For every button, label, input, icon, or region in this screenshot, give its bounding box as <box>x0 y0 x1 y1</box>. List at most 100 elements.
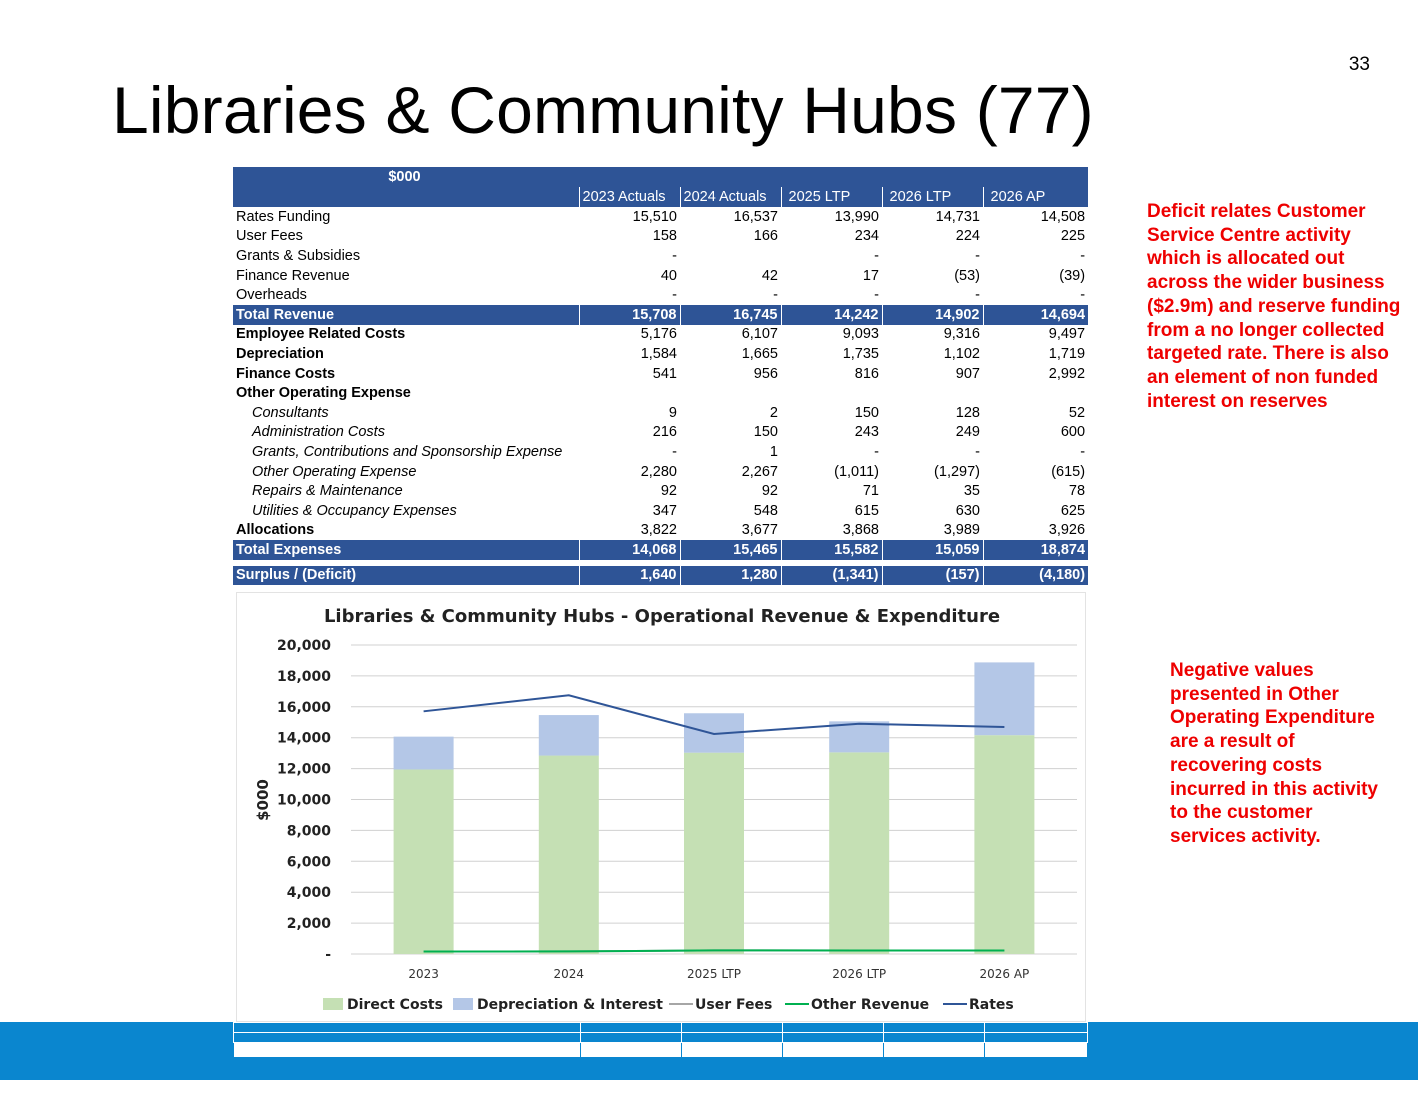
row-value: - <box>874 443 879 460</box>
depreciation-interest-bar <box>393 736 454 770</box>
row-value <box>680 246 781 266</box>
deficit-note: Deficit relates Customer Service Centre … <box>1147 201 1401 412</box>
table-grid-remnant <box>233 1022 1088 1058</box>
y-tick-label: 6,000 <box>287 854 332 870</box>
row-label: Total Expenses <box>233 540 579 560</box>
table-row: Other Operating Expense 2,280 2,267 (1,011)… <box>233 462 1088 482</box>
row-value: 14,242 <box>780 304 882 325</box>
row-value: (157) <box>881 565 983 586</box>
financial-table: $000 2023 Actuals 2024 Actuals 2025 LTP … <box>233 167 1089 586</box>
row-value: 15,510 <box>632 208 677 225</box>
column-header: 2025 LTP <box>780 187 882 207</box>
table-row: Total Expenses 14,068 15,465 15,582 15,059 18… <box>233 540 1089 560</box>
row-label: Consultants <box>252 404 329 421</box>
y-tick-label: 20,000 <box>277 638 331 654</box>
row-value: 600 <box>1060 424 1086 441</box>
table-row: Other Operating Expense <box>233 383 1088 403</box>
table-row: Grants, Contributions and Sponsorship Ex… <box>233 442 1088 462</box>
other-revenue-line <box>423 949 1005 953</box>
row-value: (1,341) <box>780 565 882 586</box>
row-label: Grants & Subsidies <box>236 247 361 264</box>
row-value: 1,640 <box>578 565 680 586</box>
table-row: Finance Revenue 40 42 17 (53) (39) <box>233 266 1088 286</box>
row-value: - <box>773 287 778 304</box>
y-axis-label: $000 <box>254 779 272 821</box>
row-value: 14,731 <box>935 208 980 225</box>
rates-line <box>423 694 1005 735</box>
slide-title: Libraries & Community Hubs (77) <box>112 73 1094 147</box>
row-value: 14,508 <box>1040 208 1086 225</box>
row-value: 6,107 <box>741 326 778 343</box>
row-value: 3,822 <box>640 522 677 539</box>
row-value: 52 <box>1068 404 1086 421</box>
row-value: - <box>975 287 980 304</box>
y-tick-label: - <box>325 947 331 963</box>
legend-label: Direct Costs <box>347 997 443 1013</box>
column-header: 2023 Actuals <box>578 187 680 207</box>
table-row: Overheads - - - - - <box>233 285 1088 305</box>
row-value: 15,465 <box>679 540 781 560</box>
legend-label: Other Revenue <box>811 997 929 1013</box>
row-value: 150 <box>854 404 879 421</box>
legend-swatch <box>323 998 343 1010</box>
column-header: 2024 Actuals <box>679 187 781 207</box>
row-value: 5,176 <box>640 326 677 343</box>
column-header: 2026 AP <box>982 187 1089 207</box>
table-row: Rates Funding 15,510 16,537 13,990 14,731 14,… <box>233 207 1088 227</box>
row-value: 548 <box>753 502 778 519</box>
column-header: 2026 LTP <box>881 187 983 207</box>
row-value: 166 <box>753 228 778 245</box>
row-value: 956 <box>753 365 778 382</box>
x-tick-label: 2023 <box>408 967 439 981</box>
depreciation-interest-bar <box>538 715 599 756</box>
row-value: 150 <box>753 424 778 441</box>
table-row: Finance Costs 541 956 816 907 2,992 <box>233 364 1088 384</box>
table-row: Administration Costs 216 150 243 249 600 <box>233 423 1088 443</box>
row-value: 17 <box>862 267 879 284</box>
row-label: Finance Revenue <box>236 267 350 284</box>
row-value: 9,497 <box>1048 326 1086 343</box>
row-value: - <box>1080 287 1086 304</box>
row-value: 816 <box>854 365 879 382</box>
legend-label: User Fees <box>695 997 772 1013</box>
row-value: (615) <box>1051 463 1086 480</box>
row-value: 1,280 <box>679 565 781 586</box>
row-label: Overheads <box>236 287 307 304</box>
legend-label: Depreciation & Interest <box>477 997 663 1013</box>
row-value: 15,059 <box>881 540 983 560</box>
row-label: Allocations <box>236 522 315 539</box>
depreciation-interest-bar <box>974 662 1035 736</box>
row-value: 2 <box>769 404 778 421</box>
row-value: 92 <box>660 483 677 500</box>
row-label: Rates Funding <box>236 208 331 225</box>
row-value: 1 <box>769 443 778 460</box>
row-value: 14,694 <box>982 304 1089 325</box>
table-row: Total Revenue 15,708 16,745 14,242 14,902 14,… <box>233 304 1089 325</box>
row-value <box>983 383 1088 403</box>
chart-svg: Libraries & Community Hubs - Operational… <box>254 606 1077 1013</box>
row-label: Other Operating Expense <box>252 463 417 480</box>
row-value: 2,992 <box>1048 365 1086 382</box>
y-tick-label: 2,000 <box>287 916 332 932</box>
table-header-columns-row: 2023 Actuals 2024 Actuals 2025 LTP 2026 … <box>233 187 1089 207</box>
row-value: - <box>672 443 677 460</box>
row-value: 907 <box>955 365 980 382</box>
row-label: Repairs & Maintenance <box>252 483 403 500</box>
row-value: 216 <box>652 424 677 441</box>
row-value: 1,102 <box>943 345 980 362</box>
row-value: - <box>1080 443 1086 460</box>
row-value: 16,537 <box>733 208 778 225</box>
direct-costs-bar <box>684 752 744 954</box>
row-value: (1,297) <box>934 463 980 480</box>
row-value: 3,868 <box>842 522 879 539</box>
row-value: 2,267 <box>741 463 778 480</box>
row-label: Depreciation <box>236 345 324 362</box>
revenue-expenditure-chart: Libraries & Community Hubs - Operational… <box>236 592 1086 1022</box>
row-label: Finance Costs <box>236 365 336 382</box>
row-value <box>680 383 781 403</box>
row-value: (39) <box>1059 267 1086 284</box>
table-header-unit-row: $000 <box>233 167 1089 187</box>
row-value: 3,926 <box>1048 522 1086 539</box>
row-label: Surplus / (Deficit) <box>233 565 579 586</box>
row-value: 13,990 <box>834 208 879 225</box>
